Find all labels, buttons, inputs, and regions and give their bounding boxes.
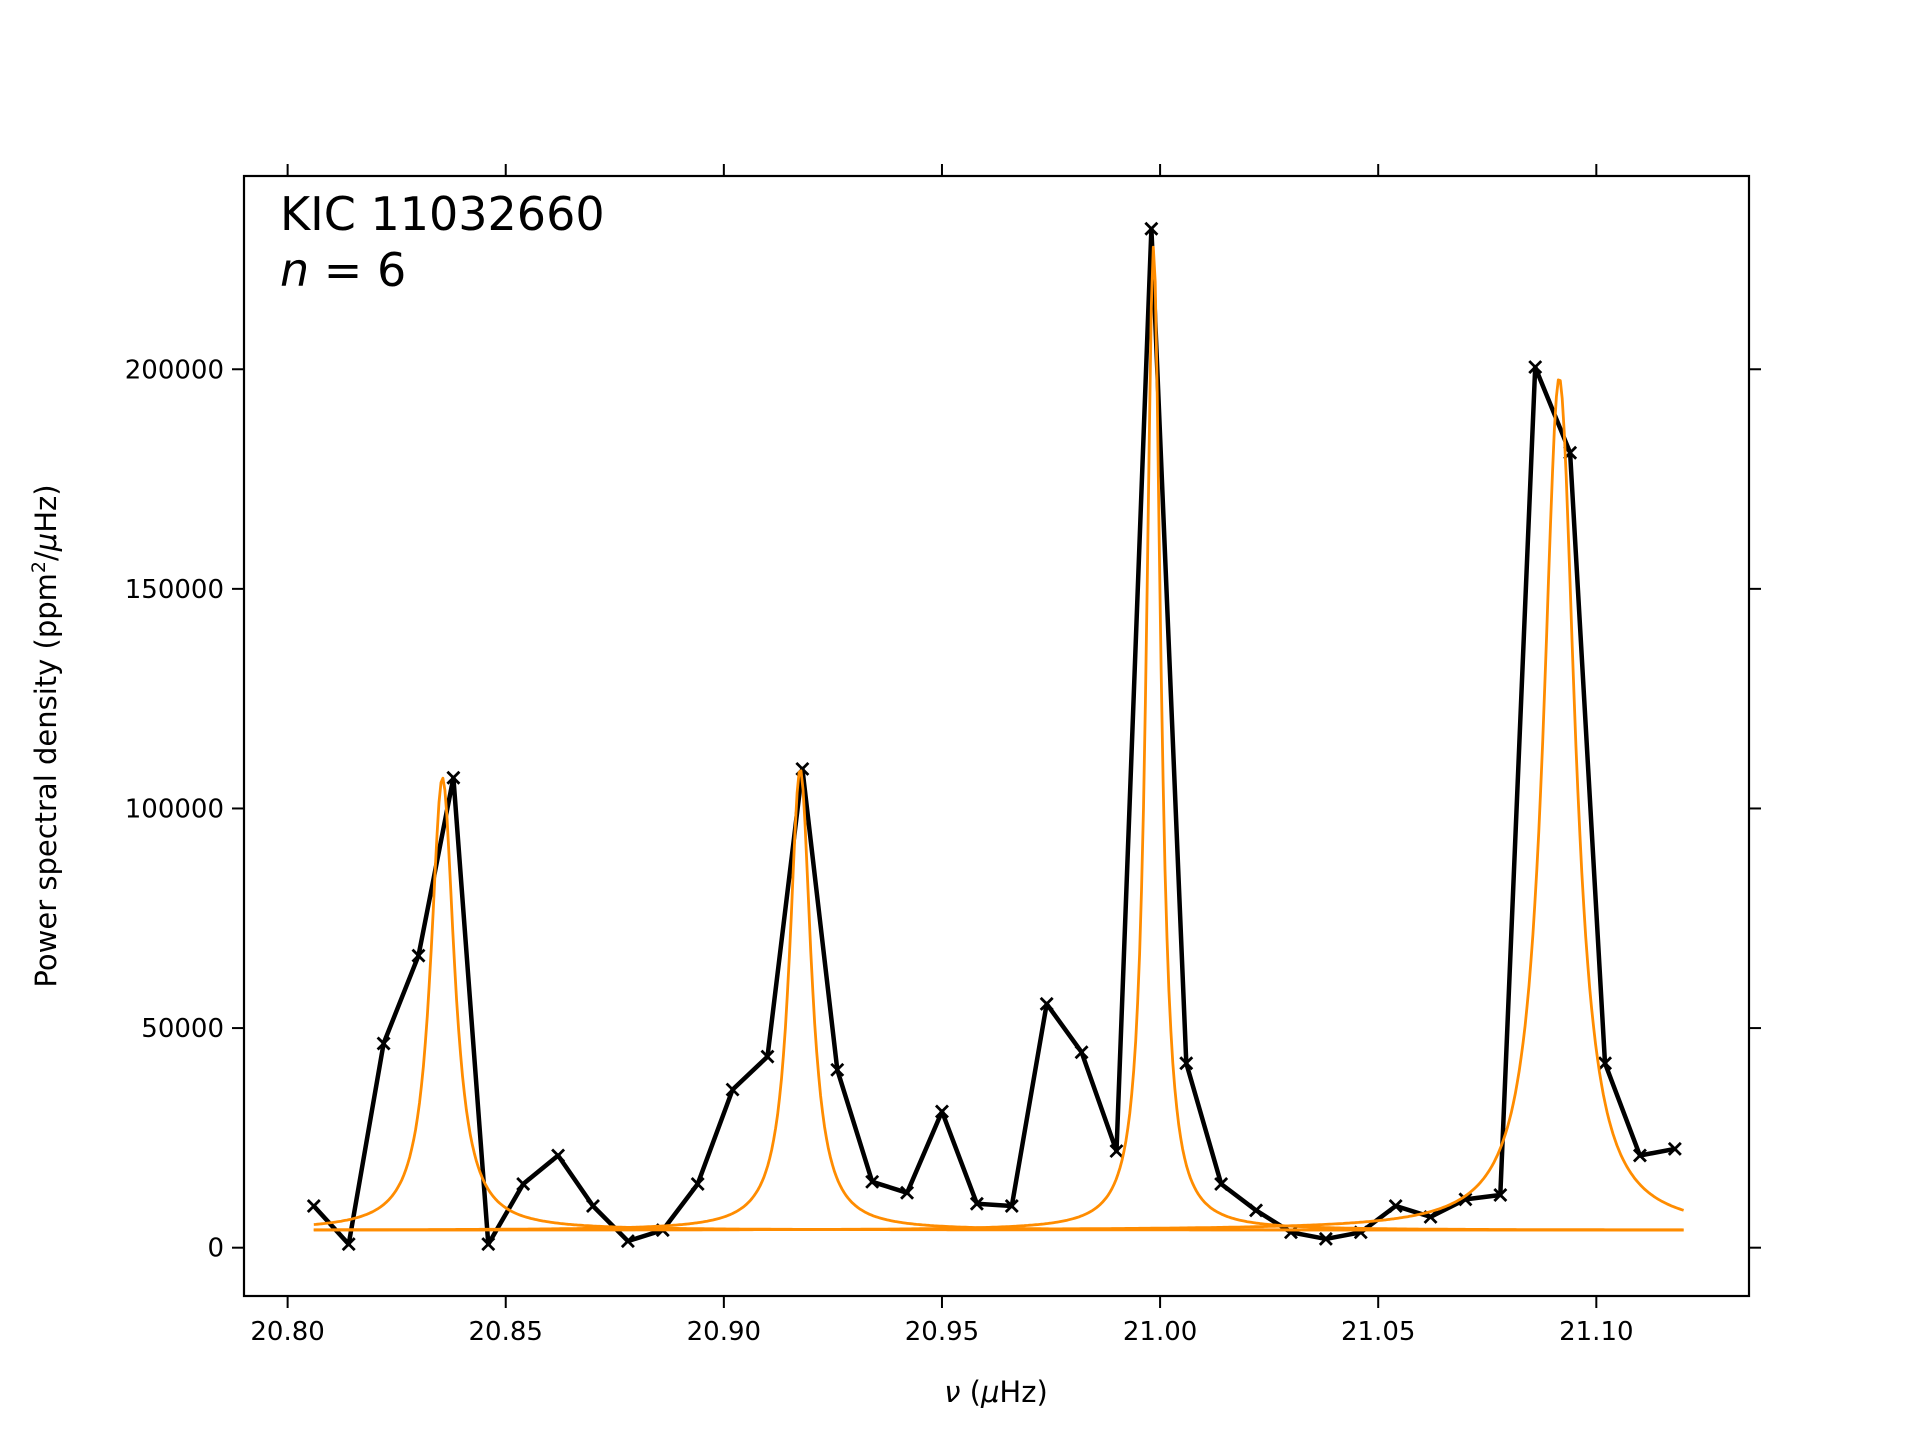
x-axis-label: ν (μHz): [944, 1375, 1048, 1409]
data-point-marker: [585, 1198, 600, 1213]
data-point-marker: [1388, 1198, 1403, 1213]
data-point-marker: [1004, 1198, 1019, 1213]
fit-layer: [313, 245, 1685, 1232]
lorentzian-fit-curve: [313, 245, 1684, 1232]
data-point-marker: [411, 948, 426, 963]
data-point-marker: [760, 1049, 775, 1064]
data-point-marker: [1039, 996, 1054, 1011]
data-point-marker: [481, 1237, 496, 1252]
star-id-annotation: KIC 11032660: [280, 187, 605, 241]
data-point-marker: [551, 1148, 566, 1163]
data-point-marker: [969, 1196, 984, 1211]
data-point-marker: [934, 1104, 949, 1119]
x-tick-label: 21.00: [1123, 1317, 1197, 1347]
data-point-marker: [306, 1198, 321, 1213]
data-point-marker: [341, 1237, 356, 1252]
data-point-marker: [620, 1234, 635, 1249]
data-point-marker: [1458, 1192, 1473, 1207]
data-point-marker: [1214, 1177, 1229, 1191]
x-tick-label: 20.95: [905, 1317, 979, 1347]
data-point-marker: [1249, 1203, 1264, 1218]
order-annotation: n = 6: [280, 243, 406, 297]
data-point-marker: [865, 1174, 880, 1189]
lorentzian-fit-curve: [313, 776, 1684, 1232]
x-tick-label: 20.80: [250, 1317, 324, 1347]
data-point-marker: [1318, 1231, 1333, 1246]
data-point-marker: [1179, 1056, 1194, 1071]
x-tick-label: 21.05: [1341, 1317, 1415, 1347]
data-point-marker: [725, 1082, 740, 1097]
data-point-marker: [1528, 360, 1543, 375]
x-tick-label: 20.85: [469, 1317, 543, 1347]
tick-layer: 20.80 20.85 20.90 20.95 21.00 21.05 21.10 0 5000…: [125, 164, 1761, 1347]
x-tick-label: 21.10: [1559, 1317, 1633, 1347]
psd-series-line: [312, 226, 1676, 1247]
data-point-marker: [1283, 1225, 1298, 1240]
series-layer: [312, 226, 1676, 1247]
data-point-marker: [1144, 221, 1159, 236]
y-tick-label: 100000: [125, 794, 224, 824]
data-point-marker: [900, 1185, 915, 1200]
lorentzian-fit-curve: [313, 378, 1685, 1232]
data-point-marker: [1667, 1141, 1682, 1156]
y-tick-label: 50000: [141, 1014, 224, 1044]
marker-layer: [306, 221, 1682, 1252]
data-point-marker: [1598, 1056, 1613, 1071]
data-point-marker: [1109, 1144, 1124, 1159]
data-point-marker: [1632, 1148, 1647, 1163]
data-point-marker: [1493, 1187, 1508, 1202]
y-tick-label: 150000: [125, 575, 224, 605]
data-point-marker: [446, 770, 461, 785]
x-tick-label: 20.90: [687, 1317, 761, 1347]
data-point-marker: [516, 1177, 531, 1191]
plot-frame: [242, 174, 1751, 1298]
y-axis-label: Power spectral density (ppm2/μHz): [28, 484, 63, 987]
data-point-marker: [690, 1177, 705, 1191]
lorentzian-fit-curve: [313, 769, 1684, 1232]
data-point-marker: [1074, 1045, 1089, 1060]
data-point-marker: [830, 1062, 845, 1077]
y-tick-label: 200000: [125, 355, 224, 385]
data-point-marker: [376, 1036, 391, 1051]
y-tick-label: 0: [207, 1234, 224, 1264]
